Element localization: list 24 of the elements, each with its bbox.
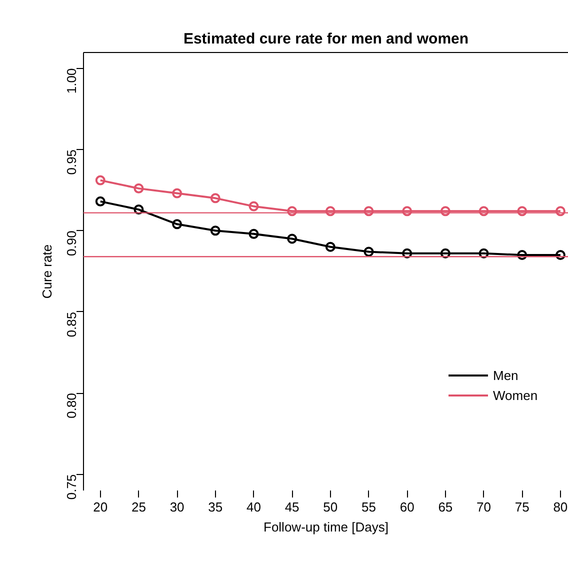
- x-tick-label: 65: [438, 500, 453, 514]
- x-tick-label: 20: [93, 500, 108, 514]
- x-tick-label: 25: [131, 500, 146, 514]
- x-axis-title: Follow-up time [Days]: [264, 520, 388, 534]
- y-tick-label: 0.80: [64, 393, 79, 418]
- chart-title: Estimated cure rate for men and women: [183, 30, 469, 48]
- x-tick-label: 60: [400, 500, 414, 514]
- x-tick-label: 55: [362, 500, 376, 514]
- legend-label: Men: [493, 368, 518, 382]
- x-tick-label: 50: [323, 500, 338, 514]
- x-tick-label: 70: [476, 500, 492, 514]
- y-tick-label: 0.95: [64, 149, 79, 175]
- x-tick-label: 45: [284, 500, 300, 514]
- x-tick-label: 35: [208, 500, 223, 514]
- legend-label: Women: [493, 388, 538, 402]
- y-axis-title: Cure rate: [40, 244, 54, 299]
- x-tick-label: 80: [553, 500, 568, 514]
- y-tick-label: 1.00: [64, 68, 79, 94]
- y-tick-label: 0.75: [64, 474, 79, 500]
- y-tick-label: 0.85: [64, 312, 79, 338]
- x-tick-label: 75: [514, 500, 530, 514]
- x-tick-label: 40: [246, 500, 261, 514]
- x-tick-label: 30: [170, 500, 184, 514]
- y-tick-label: 0.90: [64, 230, 79, 256]
